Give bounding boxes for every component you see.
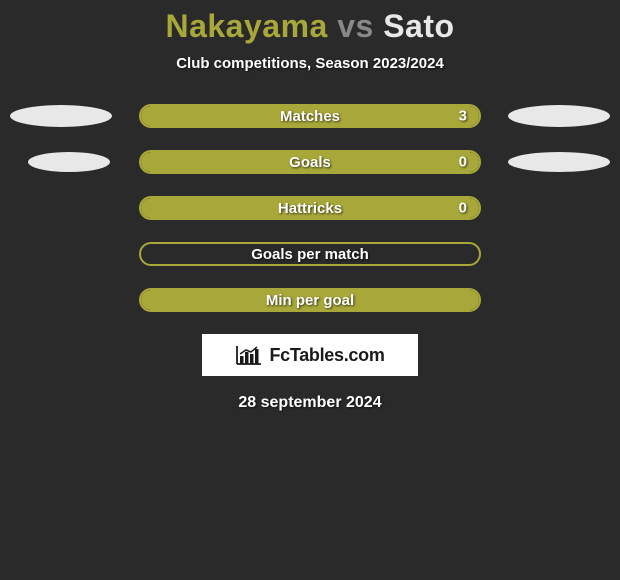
stat-bar: Goals 0 bbox=[139, 150, 481, 174]
subtitle: Club competitions, Season 2023/2024 bbox=[0, 55, 620, 72]
stat-bar: Goals per match bbox=[139, 242, 481, 266]
right-ellipse bbox=[508, 105, 610, 127]
stat-value: 0 bbox=[459, 154, 467, 171]
left-ellipse bbox=[28, 152, 110, 172]
logo-box[interactable]: FcTables.com bbox=[202, 334, 418, 376]
logo-text: FcTables.com bbox=[269, 345, 384, 366]
stat-label: Matches bbox=[280, 108, 340, 125]
stat-value: 3 bbox=[459, 108, 467, 125]
player1-name: Nakayama bbox=[165, 8, 327, 44]
page-title: Nakayama vs Sato bbox=[0, 0, 620, 45]
stat-row: Matches 3 bbox=[0, 104, 620, 128]
stat-bar: Matches 3 bbox=[139, 104, 481, 128]
chart-icon bbox=[235, 344, 263, 366]
stat-value: 0 bbox=[459, 200, 467, 217]
stat-row: Goals 0 bbox=[0, 150, 620, 174]
stat-label: Hattricks bbox=[278, 200, 342, 217]
date-text: 28 september 2024 bbox=[0, 394, 620, 412]
stat-row: Hattricks 0 bbox=[0, 196, 620, 220]
stat-bar: Min per goal bbox=[139, 288, 481, 312]
stat-row: Min per goal bbox=[0, 288, 620, 312]
stat-bar: Hattricks 0 bbox=[139, 196, 481, 220]
left-ellipse bbox=[10, 105, 112, 127]
stat-row: Goals per match bbox=[0, 242, 620, 266]
stat-label: Min per goal bbox=[266, 292, 354, 309]
vs-text: vs bbox=[337, 8, 374, 44]
player2-name: Sato bbox=[383, 8, 454, 44]
stat-rows: Matches 3 Goals 0 Hattricks 0 Goals per match M… bbox=[0, 104, 620, 312]
right-ellipse bbox=[508, 152, 610, 172]
stat-label: Goals per match bbox=[251, 246, 369, 263]
stat-label: Goals bbox=[289, 154, 331, 171]
